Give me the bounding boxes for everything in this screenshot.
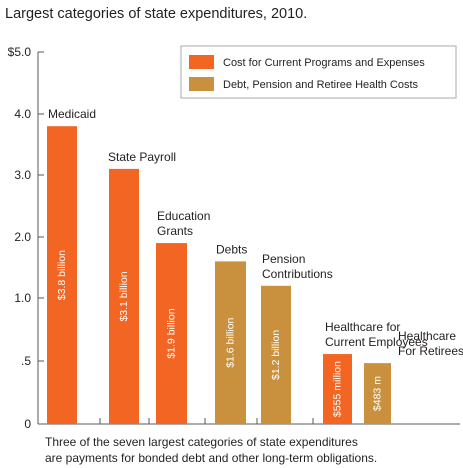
bar-value-label: $555 million (331, 361, 343, 417)
legend-swatch (189, 77, 214, 91)
chart-title: Largest categories of state expenditures… (5, 6, 308, 22)
y-tick-label: 1.0 (14, 291, 31, 305)
axis-layer: 0 .5 1.0 2.0 3.0 4.0 $5.0 (8, 45, 460, 431)
bar (323, 354, 352, 424)
bar (109, 168, 139, 424)
legend-label: Debt, Pension and Retiree Health Costs (223, 79, 419, 91)
category-label: Contributions (262, 267, 333, 281)
bar (156, 243, 187, 424)
legend-swatch (189, 55, 214, 69)
chart-caption: Three of the seven largest categories of… (45, 434, 463, 466)
y-tick-label: 3.0 (14, 168, 31, 182)
category-label: Medicaid (48, 107, 96, 121)
bar-value-label: $3.8 billion (56, 250, 68, 300)
y-tick-label: 0 (24, 417, 31, 431)
bar-value-label: $1.6 billion (224, 317, 236, 367)
category-label: Healthcare for (325, 320, 400, 334)
category-label: For Retirees (398, 344, 463, 358)
bar-value-label: $1.9 billion (165, 308, 177, 358)
bars-layer: $3.8 billion Medicaid $3.1 billion State Pa… (47, 107, 463, 424)
bar (215, 261, 246, 424)
category-label: State Payroll (108, 150, 176, 164)
legend-box (180, 45, 457, 99)
category-label: Debts (216, 242, 247, 256)
category-label: Education (157, 209, 210, 223)
y-tick-label: $5.0 (8, 45, 32, 59)
y-tick-label: .5 (21, 354, 31, 368)
category-label: Healthcare (398, 329, 456, 343)
bar (364, 363, 391, 424)
bar-value-label: $3.1 billion (118, 271, 130, 321)
caption-line-2: are payments for bonded debt and other l… (45, 451, 378, 465)
legend: Cost for Current Programs and Expenses De… (180, 45, 457, 99)
bar-value-label: $483 m (371, 376, 383, 411)
y-tick-label: 2.0 (14, 230, 31, 244)
category-label: Pension (262, 252, 305, 266)
caption-line-1: Three of the seven largest categories of… (45, 435, 358, 449)
bar-value-label: $1.2 billion (270, 330, 282, 380)
y-tick-label: 4.0 (14, 107, 31, 121)
bar (47, 126, 77, 424)
category-label: Grants (157, 224, 193, 238)
bar (261, 285, 291, 424)
legend-label: Cost for Current Programs and Expenses (223, 57, 425, 69)
category-label: Current Employees (325, 335, 428, 349)
